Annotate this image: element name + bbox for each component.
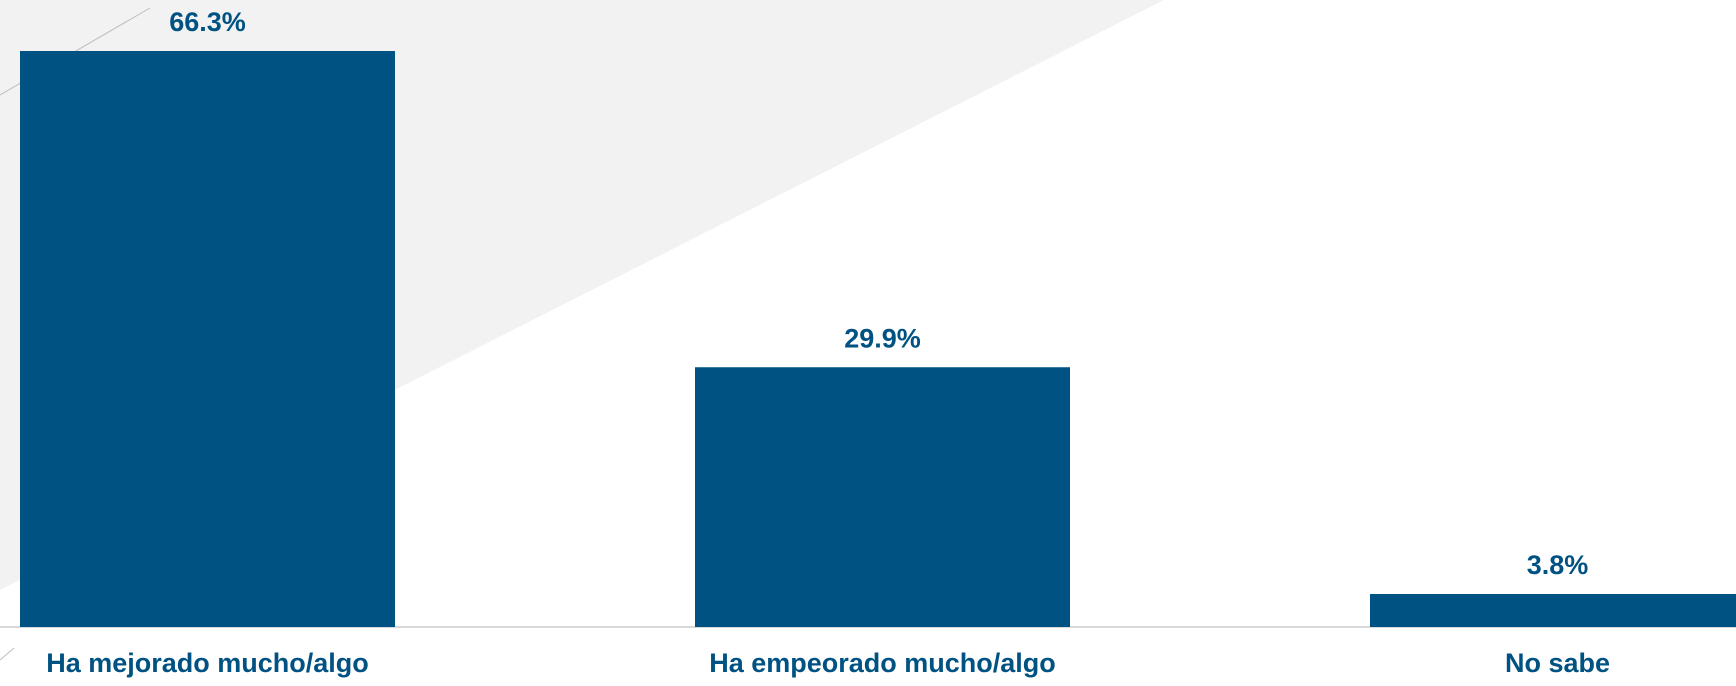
x-tick-label: Ha empeorado mucho/algo bbox=[709, 648, 1056, 678]
value-label: 29.9% bbox=[844, 323, 921, 353]
decor-line bbox=[0, 647, 15, 661]
x-tick-label: No sabe bbox=[1505, 648, 1610, 678]
bar bbox=[20, 51, 395, 627]
value-label: 3.8% bbox=[1527, 550, 1589, 580]
bar bbox=[695, 367, 1070, 627]
value-label: 66.3% bbox=[169, 7, 246, 37]
bar bbox=[1370, 593, 1736, 627]
x-tick-label: Ha mejorado mucho/algo bbox=[46, 648, 369, 678]
